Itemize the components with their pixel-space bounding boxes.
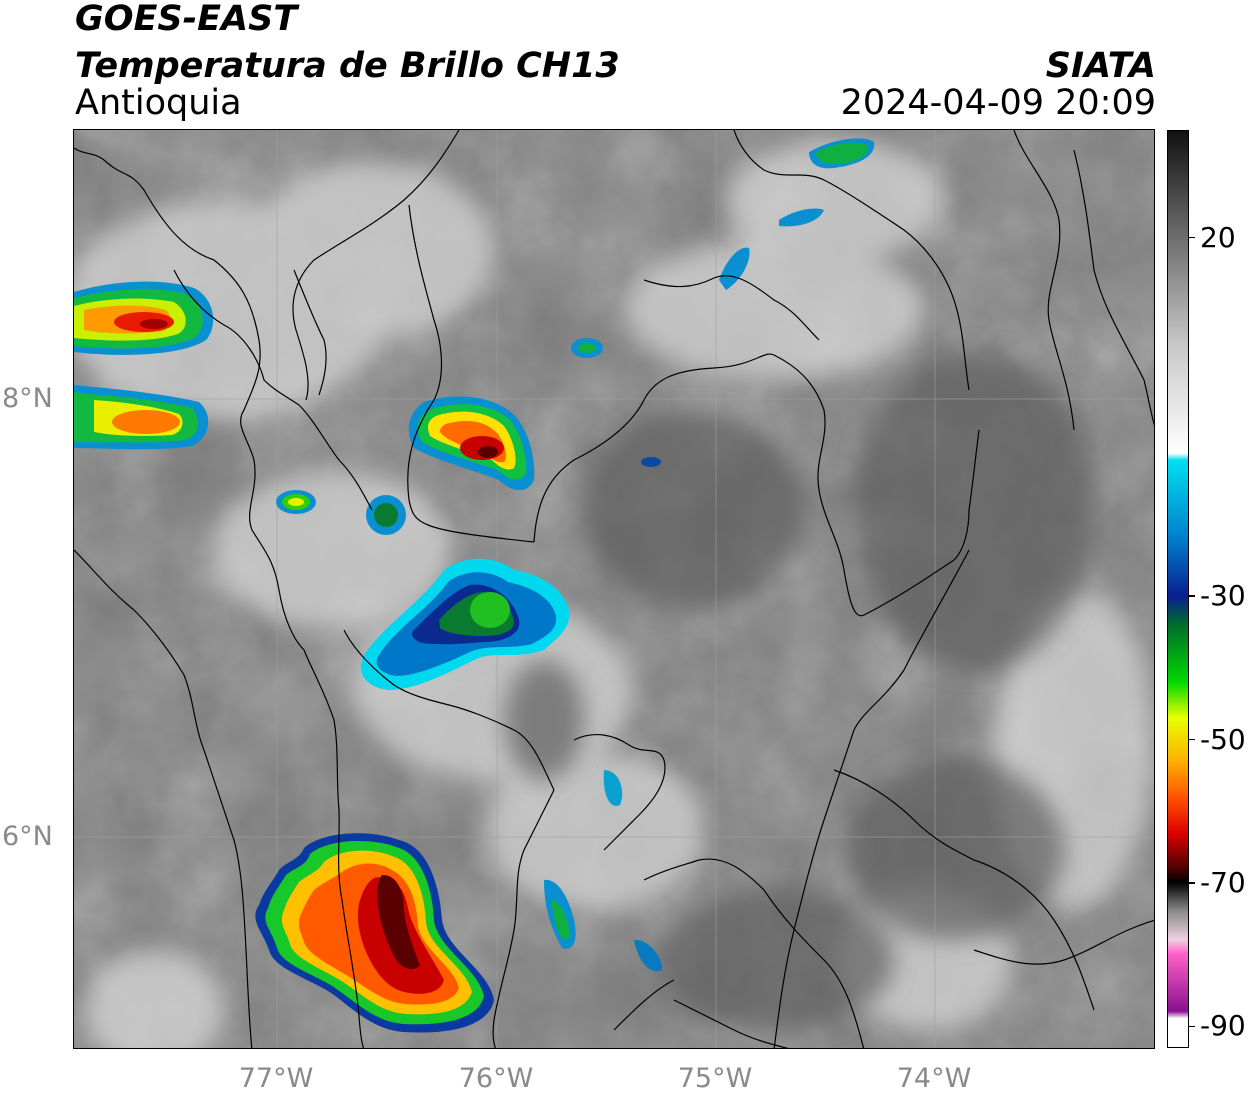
agency-label: SIATA <box>1045 46 1156 86</box>
colorbar-tick-label: 20 <box>1200 220 1236 254</box>
colorbar-tick-label: -30 <box>1200 579 1246 613</box>
satellite-title: GOES-EAST <box>75 0 298 39</box>
storm-cell-northwest-lower <box>74 385 209 450</box>
lon-label-75w: 75°W <box>677 1063 753 1094</box>
lon-label-74w: 74°W <box>896 1063 972 1094</box>
region-label: Antioquia <box>75 83 242 123</box>
storm-cell-northwest-upper <box>74 281 214 355</box>
colorbar-tick-mark <box>1189 236 1195 239</box>
colorbar-tick-mark <box>1189 882 1195 884</box>
lon-label-76w: 76°W <box>458 1063 534 1094</box>
boundary-lines <box>74 130 1154 1048</box>
colorbar-tick-label: -50 <box>1200 722 1246 756</box>
storm-cell-southeast-fragments <box>544 770 663 972</box>
colorbar-tick-mark <box>1189 738 1195 741</box>
lat-label-6n: 6°N <box>2 821 53 852</box>
temperature-colorbar <box>1167 130 1189 1048</box>
satellite-map <box>73 129 1155 1049</box>
timestamp-label: 2024-04-09 20:09 <box>840 83 1156 123</box>
storm-cell-center-north <box>408 396 535 491</box>
colorbar-tick-label: -90 <box>1200 1009 1246 1043</box>
storm-cell-southwest <box>255 833 494 1033</box>
product-title: Temperatura de Brillo CH13 <box>75 46 620 86</box>
coastline <box>173 269 373 511</box>
lon-label-77w: 77°W <box>238 1063 314 1094</box>
map-canvas <box>74 130 1154 1048</box>
storm-cell-small-west <box>276 490 406 535</box>
storm-cell-center <box>360 558 570 690</box>
colorbar-tick-label: -70 <box>1200 866 1246 900</box>
storm-cell-northeast <box>571 138 875 467</box>
colorbar-tick-mark <box>1189 1025 1195 1028</box>
colorbar-tick-mark <box>1189 595 1195 597</box>
lat-label-8n: 8°N <box>2 383 53 414</box>
